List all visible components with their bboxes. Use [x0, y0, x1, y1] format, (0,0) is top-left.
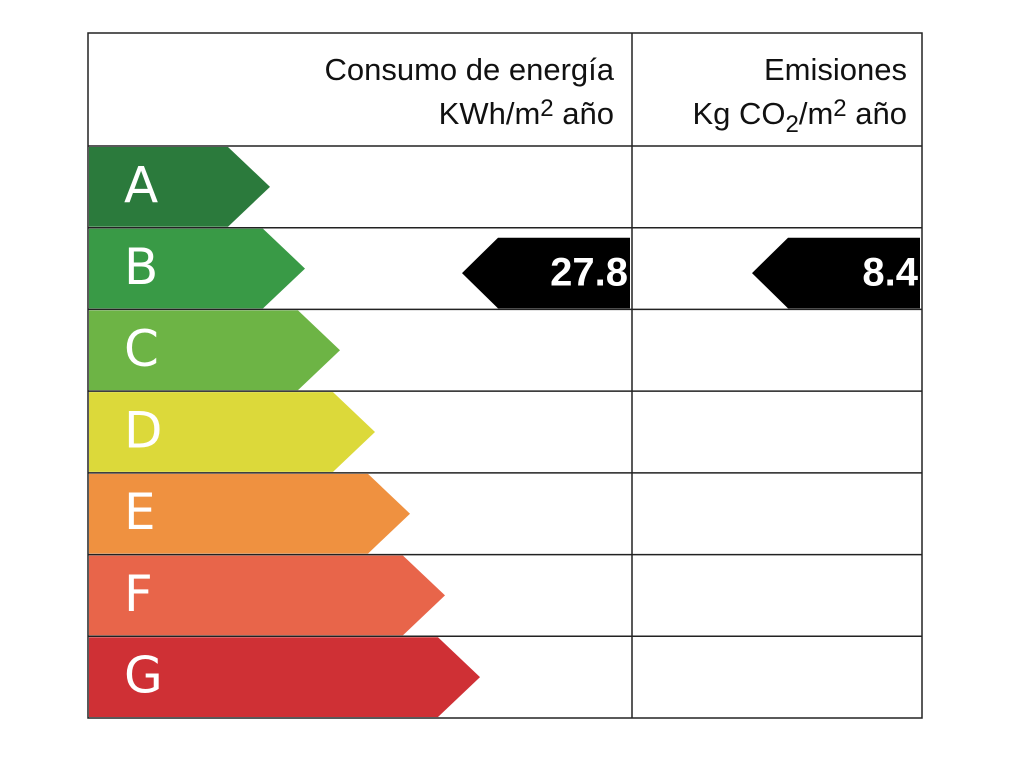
unit-part: /m — [799, 96, 833, 131]
rating-letter: C — [124, 320, 159, 378]
rating-letter: A — [124, 156, 158, 214]
unit-part: año — [554, 96, 614, 131]
unit-part: KWh/m — [439, 96, 541, 131]
rating-arrow — [89, 228, 305, 309]
rating-arrow — [89, 392, 375, 472]
emissions-title: Emisiones — [764, 52, 907, 87]
rating-arrow — [89, 310, 340, 391]
rating-letter: E — [124, 483, 156, 541]
rating-arrow — [89, 147, 270, 227]
table-border — [87, 32, 923, 719]
energy-value: 27.8 — [550, 251, 628, 295]
energy-title: Consumo de energía — [324, 52, 614, 87]
rating-letter: G — [124, 647, 163, 705]
unit-part: año — [847, 96, 907, 131]
rating-arrow — [89, 555, 445, 636]
emissions-value: 8.4 — [862, 251, 918, 295]
rating-letter: F — [124, 565, 153, 623]
value-arrow — [462, 237, 630, 309]
unit-sup: 2 — [540, 95, 553, 122]
energy-unit: KWh/m2 año — [439, 95, 614, 131]
rating-arrow — [89, 637, 480, 717]
emissions-unit: Kg CO2/m2 año — [692, 95, 907, 138]
rating-arrow — [89, 473, 410, 554]
unit-sub: 2 — [786, 111, 799, 138]
rating-letter: D — [124, 402, 163, 460]
value-arrow — [752, 237, 920, 309]
rating-letter: B — [124, 238, 158, 296]
unit-part: Kg CO — [692, 96, 785, 131]
unit-sup: 2 — [833, 95, 846, 122]
